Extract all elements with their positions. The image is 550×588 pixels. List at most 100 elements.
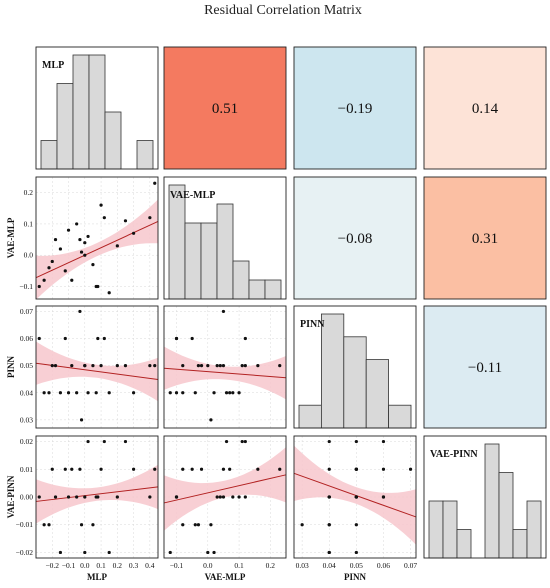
scatter-vae-pinn-vs-vae-mlp-point xyxy=(237,495,241,499)
scatter-vae-mlp-vs-mlp-point xyxy=(96,284,100,289)
corr-vae-mlp-pinn-tile xyxy=(293,176,417,300)
corr-mlp-vae-mlp-tile xyxy=(163,46,287,170)
y-tick-pinn: 0.03 xyxy=(20,415,33,424)
scatter-vae-pinn-vs-mlp-point xyxy=(78,467,82,471)
corr-vae-mlp-vae-pinn-tile xyxy=(423,176,547,300)
scatter-vae-pinn-vs-mlp-frame xyxy=(35,435,159,559)
scatter-vae-pinn-vs-vae-mlp-point xyxy=(256,467,260,471)
scatter-vae-pinn-vs-pinn-point xyxy=(381,467,386,471)
scatter-vae-mlp-vs-mlp-point xyxy=(53,237,58,242)
scatter-pinn-vs-mlp-point xyxy=(115,364,119,368)
y-tick-pinn: 0.07 xyxy=(20,307,33,316)
corr-pinn-vae-pinn-tile xyxy=(423,305,547,429)
scatter-pinn-vs-vae-mlp-point xyxy=(174,336,179,341)
x-tick-mlp: 0.4 xyxy=(145,561,155,570)
hist-pinn-bar xyxy=(388,404,412,429)
scatter-vae-pinn-vs-mlp-point xyxy=(75,495,79,499)
x-tick-pinn: 0.07 xyxy=(404,561,417,570)
scatter-vae-mlp-vs-mlp-point xyxy=(148,216,152,220)
scatter-pinn-vs-vae-mlp-point xyxy=(237,391,241,395)
hist-mlp-bar xyxy=(104,111,122,170)
scatter-pinn-vs-vae-mlp-fit-line xyxy=(163,367,287,379)
scatter-vae-mlp-vs-mlp-point xyxy=(63,269,67,273)
corr-mlp-pinn-value: −0.19 xyxy=(338,101,373,117)
scatter-vae-pinn-vs-vae-mlp-point xyxy=(224,439,229,444)
y-tick-vae-mlp: 0.2 xyxy=(24,188,34,197)
scatter-vae-pinn-vs-mlp-point xyxy=(123,439,128,444)
x-tick-pinn: 0.04 xyxy=(323,561,336,570)
x-tick-vae-mlp: 0.1 xyxy=(234,561,244,570)
scatter-pinn-vs-vae-mlp-point xyxy=(240,364,244,368)
scatter-pinn-vs-vae-mlp-point xyxy=(190,336,194,341)
scatter-vae-pinn-vs-vae-mlp-point xyxy=(243,439,247,444)
y-tick-pinn: 0.04 xyxy=(20,388,33,397)
hist-pinn-bar xyxy=(320,313,345,429)
scatter-pinn-vs-mlp-point xyxy=(70,364,74,368)
scatter-vae-pinn-vs-vae-mlp-point xyxy=(243,495,247,499)
y-axis-label-pinn: PINN xyxy=(6,356,16,378)
scatter-pinn-vs-mlp-point xyxy=(107,391,111,395)
scatter-vae-pinn-vs-mlp-point xyxy=(132,467,136,471)
y-tick-pinn: 0.06 xyxy=(20,334,33,343)
x-tick-vae-mlp: 0.0 xyxy=(203,561,213,570)
hist-vae-pinn-label: VAE-PINN xyxy=(430,449,478,460)
scatter-vae-pinn-vs-mlp-point xyxy=(58,550,63,555)
scatter-vae-pinn-vs-mlp-point xyxy=(42,523,46,527)
scatter-vae-mlp-vs-mlp-fit-line xyxy=(35,220,159,279)
scatter-vae-pinn-vs-mlp-point xyxy=(148,495,152,499)
scatter-vae-pinn-vs-mlp-point xyxy=(70,467,74,471)
scatter-vae-pinn-vs-vae-mlp-point xyxy=(240,439,244,444)
scatter-vae-pinn-vs-vae-mlp-point xyxy=(215,495,219,499)
y-tick-vae-pinn: −0.02 xyxy=(16,548,34,557)
scatter-vae-mlp-vs-mlp-point xyxy=(78,237,82,242)
scatter-vae-pinn-vs-vae-mlp-point xyxy=(174,495,179,499)
hist-vae-mlp-bar xyxy=(184,222,202,300)
scatter-vae-pinn-vs-mlp-point xyxy=(37,495,41,499)
scatter-pinn-vs-vae-mlp-point xyxy=(212,391,216,395)
scatter-vae-mlp-vs-mlp-point xyxy=(50,259,54,264)
scatter-pinn-vs-mlp-frame xyxy=(35,305,159,429)
scatter-vae-mlp-vs-mlp-point xyxy=(58,247,63,251)
chart-title: Residual Correlation Matrix xyxy=(204,3,362,18)
y-tick-pinn: 0.05 xyxy=(20,361,33,370)
scatter-pinn-vs-vae-mlp-point xyxy=(231,391,235,395)
scatter-pinn-vs-mlp-point xyxy=(83,364,87,368)
scatter-pinn-vs-vae-mlp-point xyxy=(256,364,260,368)
hist-mlp-bar xyxy=(40,140,58,170)
hist-vae-pinn-bar xyxy=(428,500,444,559)
scatter-pinn-vs-vae-mlp-point xyxy=(193,391,197,395)
scatter-pinn-vs-vae-mlp-point xyxy=(278,364,282,368)
scatter-vae-pinn-vs-pinn-point xyxy=(381,495,386,499)
scatter-pinn-vs-mlp-point xyxy=(132,391,136,395)
hist-mlp-bar xyxy=(72,54,90,170)
scatter-pinn-vs-mlp-point xyxy=(96,336,100,341)
x-axis-label-pinn: PINN xyxy=(344,572,366,582)
scatter-vae-pinn-vs-vae-mlp-point xyxy=(209,523,213,527)
scatter-pinn-vs-vae-mlp-point xyxy=(228,391,232,395)
hist-mlp-bar xyxy=(136,140,154,170)
scatter-vae-pinn-vs-mlp-point xyxy=(47,523,51,527)
x-tick-mlp: 0.2 xyxy=(113,561,123,570)
y-tick-vae-mlp: 0.0 xyxy=(24,251,34,260)
scatter-vae-pinn-vs-vae-mlp-fit-line xyxy=(163,474,287,504)
scatter-pinn-vs-mlp-point xyxy=(37,336,41,341)
scatter-pinn-vs-vae-mlp-point xyxy=(221,364,226,368)
scatter-vae-mlp-vs-mlp-point xyxy=(102,216,106,220)
scatter-vae-mlp-vs-mlp-point xyxy=(83,253,87,257)
scatter-pinn-vs-vae-mlp-point xyxy=(218,364,222,368)
hist-pinn-bar xyxy=(343,336,367,429)
scatter-pinn-vs-mlp-point xyxy=(99,364,103,368)
hist-vae-pinn-frame xyxy=(423,435,547,559)
scatter-pinn-vs-vae-mlp-point xyxy=(206,364,210,368)
scatter-vae-pinn-vs-vae-mlp-point xyxy=(206,550,210,555)
scatter-pinn-vs-mlp-point xyxy=(47,391,51,395)
scatter-vae-pinn-vs-pinn-point xyxy=(300,523,304,527)
corr-mlp-vae-pinn-value: 0.14 xyxy=(472,101,499,117)
scatter-vae-pinn-vs-vae-mlp-point xyxy=(196,523,201,527)
scatter-vae-pinn-vs-mlp-point xyxy=(96,495,100,499)
scatter-vae-pinn-vs-mlp-point xyxy=(153,467,157,471)
scatter-pinn-vs-vae-mlp-point xyxy=(181,391,185,395)
corr-vae-mlp-vae-pinn-value: 0.31 xyxy=(472,231,498,247)
hist-vae-pinn-bar xyxy=(498,472,514,559)
corr-mlp-vae-mlp-value: 0.51 xyxy=(212,101,238,117)
